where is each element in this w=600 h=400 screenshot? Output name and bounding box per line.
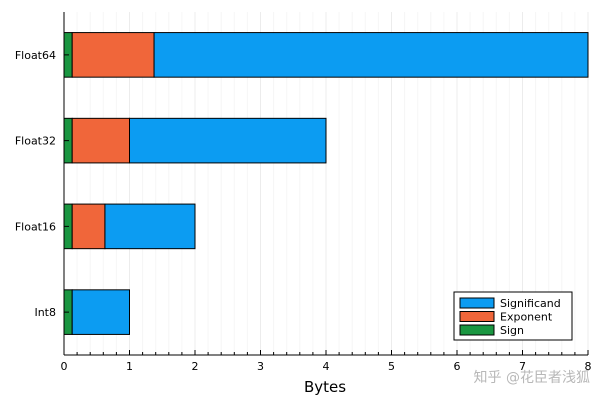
bar-float64-exponent — [71, 32, 155, 78]
x-tick-label: 7 — [519, 360, 526, 373]
x-tick-label: 6 — [454, 360, 461, 373]
legend-label-significand: Significand — [500, 297, 561, 310]
bar-float64-significand — [153, 32, 589, 78]
legend-swatch-sign — [459, 324, 495, 336]
legend-swatch-exponent — [459, 311, 495, 322]
y-tick-label: Float16 — [15, 220, 56, 233]
legend-label-sign: Sign — [500, 324, 524, 337]
watermark: 知乎 @花臣者浅狐 — [474, 369, 590, 386]
x-tick-label: 0 — [61, 360, 68, 373]
bar-float32-significand — [129, 117, 327, 164]
x-tick-label: 3 — [257, 360, 264, 373]
x-tick-label: 8 — [585, 360, 592, 373]
legend-label-exponent: Exponent — [500, 311, 553, 324]
y-tick-label: Float32 — [15, 135, 56, 148]
legend-swatch-significand — [459, 297, 495, 309]
x-ticks: 0 1 2 3 4 5 6 7 8 — [61, 350, 592, 373]
y-category-labels: Float64 Float32 Float16 Int8 — [15, 49, 69, 319]
bar-float16-significand — [104, 203, 196, 250]
y-tick-label: Float64 — [15, 49, 56, 62]
bars — [63, 32, 589, 335]
x-tick-label: 2 — [192, 360, 199, 373]
bar-float16-exponent — [71, 203, 106, 250]
x-tick-label: 4 — [323, 360, 330, 373]
x-axis-title: Bytes — [304, 378, 346, 396]
x-tick-label: 5 — [388, 360, 395, 373]
x-tick-label: 1 — [126, 360, 133, 373]
y-tick-label: Int8 — [34, 306, 56, 319]
bar-int8-significand — [71, 289, 130, 335]
bar-float32-exponent — [71, 117, 130, 164]
